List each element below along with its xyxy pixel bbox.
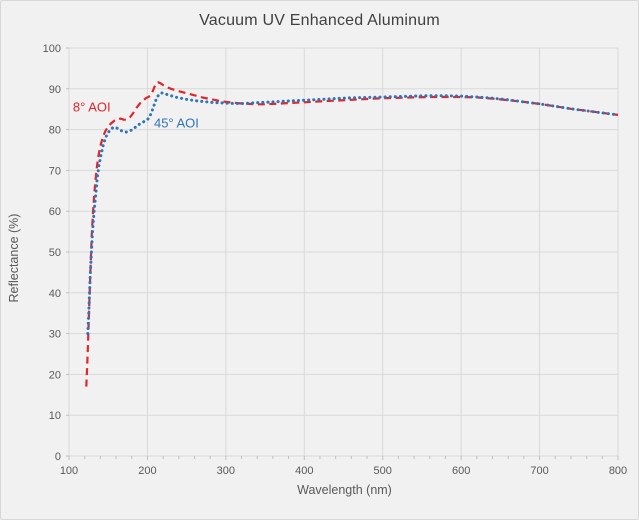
- chart-title: Vacuum UV Enhanced Aluminum: [199, 12, 440, 29]
- x-tick-label: 200: [138, 465, 156, 477]
- x-tick-label: 800: [609, 465, 627, 477]
- x-tick-label: 300: [217, 465, 235, 477]
- x-tick-label: 700: [530, 465, 548, 477]
- y-tick-label: 90: [49, 84, 61, 96]
- x-tick-label: 400: [295, 465, 313, 477]
- y-tick-label: 60: [49, 206, 61, 218]
- x-tick-label: 500: [374, 465, 392, 477]
- series-label-45deg-aoi: 45° AOI: [153, 115, 199, 131]
- y-tick-label: 100: [43, 43, 61, 55]
- y-tick-label: 70: [49, 165, 61, 177]
- y-tick-label: 40: [49, 288, 61, 300]
- x-tick-label: 600: [452, 465, 470, 477]
- y-tick-label: 50: [49, 247, 61, 259]
- series-label-8deg-aoi: 8° AOI: [72, 99, 111, 115]
- x-axis-title: Wavelength (nm): [297, 483, 392, 497]
- series-line-45deg-aoi: [86, 91, 620, 336]
- y-tick-label: 30: [49, 329, 61, 341]
- series-line-8deg-aoi: [85, 81, 619, 387]
- y-tick-label: 80: [49, 125, 61, 137]
- x-tick-label: 100: [60, 465, 78, 477]
- y-tick-label: 20: [49, 369, 61, 381]
- y-tick-label: 10: [49, 410, 61, 422]
- y-axis-title: Reflectance (%): [7, 213, 21, 303]
- y-tick-label: 0: [55, 451, 61, 463]
